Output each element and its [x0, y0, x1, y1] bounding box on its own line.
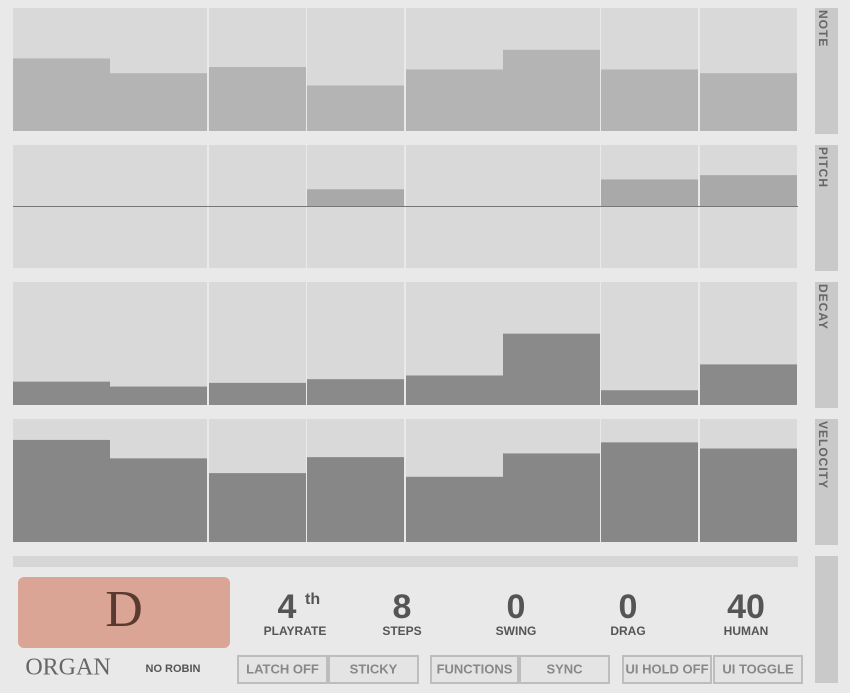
step-value: [601, 390, 698, 405]
button[interactable]: [713, 655, 803, 684]
step-value: [110, 386, 207, 405]
param-label: DRAG: [610, 624, 645, 638]
param-label: PLAYRATE: [264, 624, 327, 638]
step-value: [307, 85, 404, 131]
lane-label: VELOCITY: [816, 421, 830, 489]
key-display[interactable]: [18, 577, 230, 648]
step-value: [700, 364, 797, 405]
step-slider[interactable]: [601, 282, 698, 405]
button[interactable]: [328, 655, 419, 684]
preset-name: ORGAN: [25, 655, 110, 681]
key: D: [105, 581, 143, 638]
button[interactable]: [519, 655, 610, 684]
side-tab[interactable]: [815, 419, 838, 545]
step-value: [406, 375, 503, 405]
step-value: [601, 442, 698, 542]
button-label: UI HOLD OFF: [625, 661, 708, 676]
side-tab[interactable]: [815, 145, 838, 271]
button-label: UI TOGGLE: [722, 661, 794, 676]
step-value: [700, 175, 797, 207]
button-label: SYNC: [546, 661, 583, 676]
step-value: [13, 381, 110, 405]
step-value: [601, 69, 698, 131]
lane-label: DECAY: [816, 284, 830, 330]
param-label: STEPS: [382, 624, 421, 638]
lane-strip: [13, 556, 798, 567]
lane-label: PITCH: [816, 147, 830, 188]
step-slider[interactable]: [110, 282, 207, 405]
button-label: LATCH OFF: [246, 661, 319, 676]
step-value: [13, 439, 110, 542]
param-value[interactable]: 8: [393, 588, 412, 626]
step-value: [307, 189, 404, 207]
side-tab[interactable]: [815, 282, 838, 408]
step-value: [700, 448, 797, 542]
step-value: [209, 382, 306, 405]
param-value[interactable]: 0: [507, 588, 526, 626]
param-label: HUMAN: [724, 624, 769, 638]
step-value: [307, 457, 404, 542]
button[interactable]: [237, 655, 328, 684]
side-tab: [815, 556, 838, 683]
param-value[interactable]: 40: [727, 588, 765, 626]
step-value: [503, 333, 600, 405]
param-value[interactable]: 0: [619, 588, 638, 626]
lane-label: NOTE: [816, 10, 830, 47]
step-value: [406, 476, 503, 542]
step-value: [307, 379, 404, 405]
robin-mode[interactable]: NO ROBIN: [146, 663, 201, 675]
step-value: [503, 453, 600, 542]
button-label: STICKY: [350, 661, 398, 676]
step-value: [503, 49, 600, 131]
step-value: [209, 67, 306, 131]
param-suffix: th: [305, 591, 320, 608]
param-label: SWING: [496, 624, 537, 638]
step-value: [13, 58, 110, 131]
step-value: [406, 69, 503, 131]
step-value: [700, 73, 797, 131]
step-value: [209, 473, 306, 542]
button-label: FUNCTIONS: [437, 661, 513, 676]
step-value: [110, 458, 207, 542]
side-tab[interactable]: [815, 8, 838, 134]
button[interactable]: [622, 655, 712, 684]
step-value: [110, 73, 207, 131]
param-value[interactable]: 4: [278, 588, 297, 626]
button[interactable]: [430, 655, 519, 684]
step-value: [601, 179, 698, 207]
